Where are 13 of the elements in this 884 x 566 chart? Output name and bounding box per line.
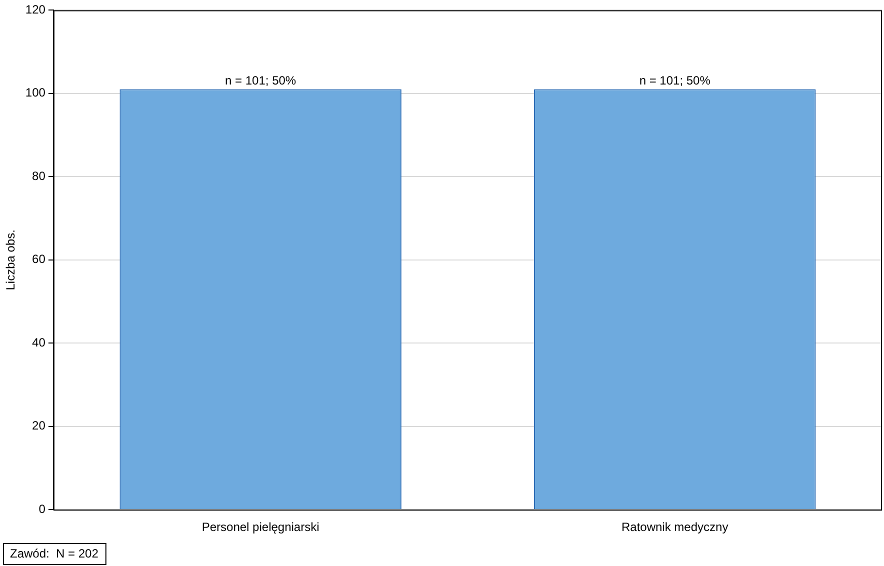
y-tick-label: 60 — [32, 252, 46, 266]
y-tick-label: 0 — [38, 502, 46, 516]
x-tick-label: Personel pielęgniarski — [202, 520, 320, 534]
data-label: n = 101; 50% — [225, 74, 296, 88]
y-tick-label: 80 — [32, 168, 46, 183]
y-tick-label: 20 — [32, 418, 46, 433]
y-tick-label: 100 — [25, 86, 46, 100]
x-tick-label: Ratownik medyczny — [621, 520, 728, 534]
y-tick-label: 120 — [25, 2, 46, 17]
text: Zawód: N = 202 — [10, 546, 99, 560]
y-tick-label: 40 — [32, 335, 46, 350]
y-axis-title: Liczba obs. — [4, 230, 18, 290]
data-label: n = 101; 50% — [639, 74, 711, 88]
